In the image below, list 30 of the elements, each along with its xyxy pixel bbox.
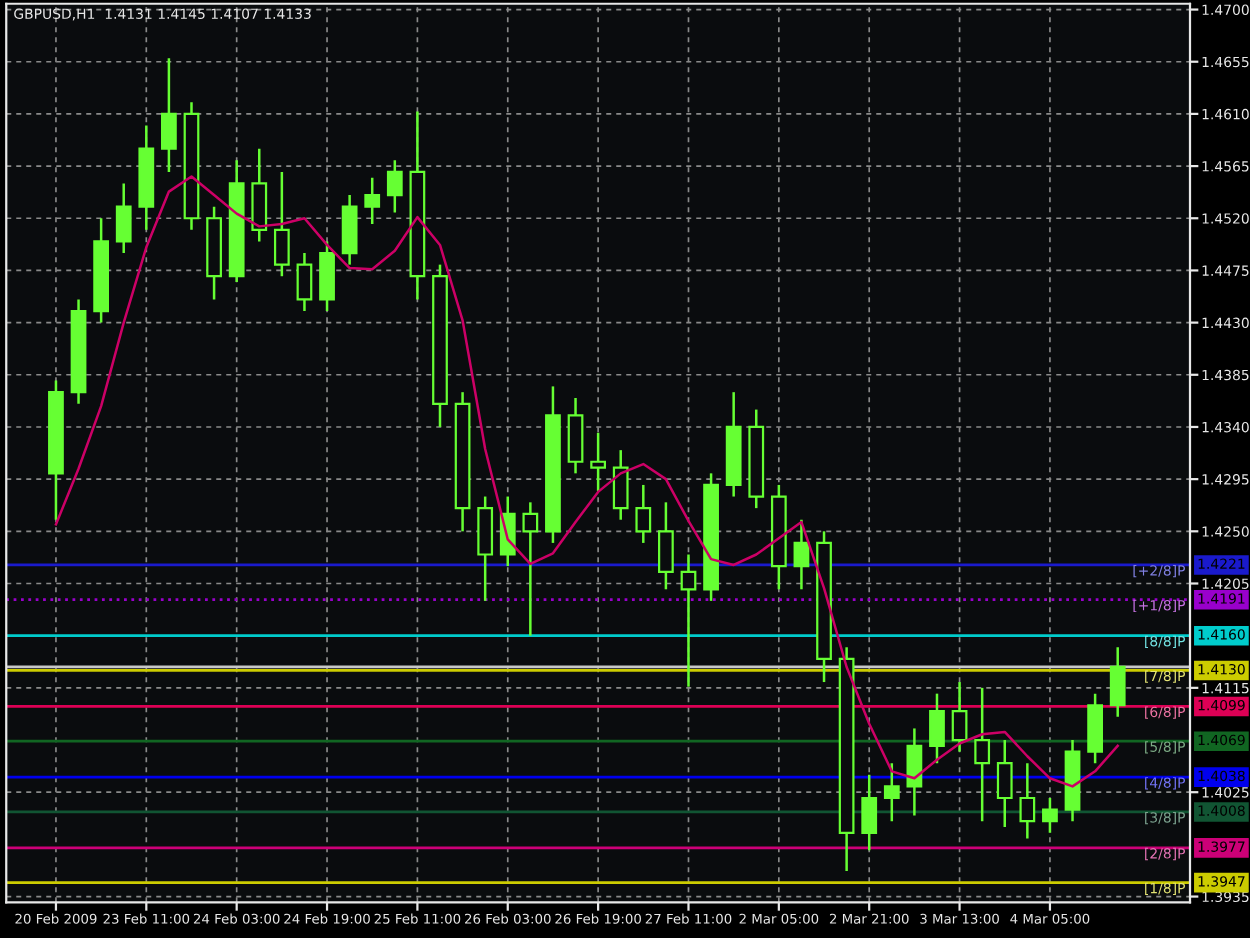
candlestick: [161, 57, 177, 174]
candlestick: [793, 518, 810, 591]
candlestick: [273, 170, 290, 278]
candlestick: [929, 692, 945, 765]
candlestick: [951, 680, 968, 753]
candlestick: [906, 727, 923, 817]
candlestick: [680, 553, 697, 688]
candlestick: [567, 396, 584, 475]
candlestick: [1087, 692, 1104, 765]
candlestick: [590, 431, 607, 492]
line-series: [54, 175, 1119, 788]
candlestick: [974, 686, 991, 823]
candlestick: [319, 240, 335, 313]
candlestick: [364, 176, 381, 226]
candlestick: [658, 501, 674, 591]
candlestick: [115, 182, 132, 255]
candlestick: [861, 773, 878, 852]
candlestick: [1109, 646, 1126, 719]
candlestick: [996, 738, 1013, 829]
candlestick: [1042, 796, 1058, 835]
candlestick: [477, 495, 494, 603]
candlestick: [1019, 761, 1036, 840]
candlestick: [522, 501, 539, 637]
candlestick: [635, 483, 652, 545]
candlestick: [251, 147, 268, 243]
candlestick: [341, 193, 358, 266]
candlestick: [296, 251, 313, 313]
candlestick: [386, 159, 403, 214]
candlestick: [883, 761, 900, 823]
candlestick: [612, 448, 629, 521]
